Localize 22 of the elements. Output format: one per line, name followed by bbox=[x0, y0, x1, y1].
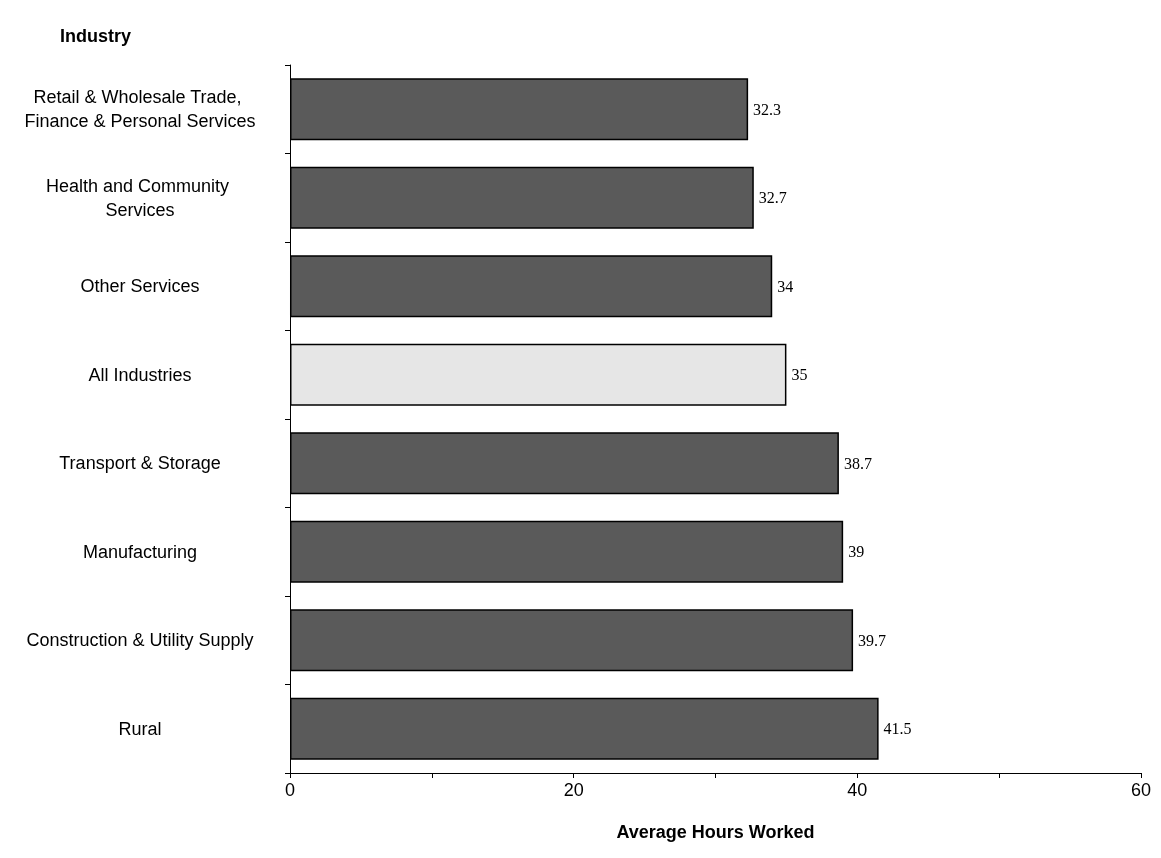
y-tick-label: All Industries bbox=[88, 364, 192, 385]
y-tick-label: Health and Community Services bbox=[45, 175, 235, 220]
data-label: 32.3 bbox=[753, 100, 782, 118]
x-tick-label: 20 bbox=[563, 780, 584, 800]
x-tick-label: 0 bbox=[284, 780, 296, 800]
y-tick-label: Construction & Utility Supply bbox=[26, 630, 254, 651]
data-label: 34 bbox=[777, 277, 794, 295]
x-axis-title: Average Hours Worked bbox=[616, 822, 815, 842]
y-tick-label: Retail & Wholesale Trade, Finance & Personal Services bbox=[24, 87, 256, 132]
data-label: 41.5 bbox=[883, 720, 912, 738]
y-tick-label: Rural bbox=[118, 718, 162, 739]
y-tick-label: Manufacturing bbox=[82, 541, 198, 562]
data-label: 39 bbox=[848, 543, 865, 561]
data-label: 39.7 bbox=[858, 631, 887, 649]
data-label: 35 bbox=[791, 366, 808, 384]
x-tick-label: 40 bbox=[847, 780, 868, 800]
data-label: 32.7 bbox=[758, 189, 787, 207]
y-axis-title: Industry bbox=[60, 26, 132, 46]
y-tick-label: Other Services bbox=[80, 276, 200, 297]
data-label: 38.7 bbox=[843, 454, 872, 472]
y-tick-label: Transport & Storage bbox=[59, 453, 221, 474]
x-tick-label: 60 bbox=[1130, 780, 1152, 800]
